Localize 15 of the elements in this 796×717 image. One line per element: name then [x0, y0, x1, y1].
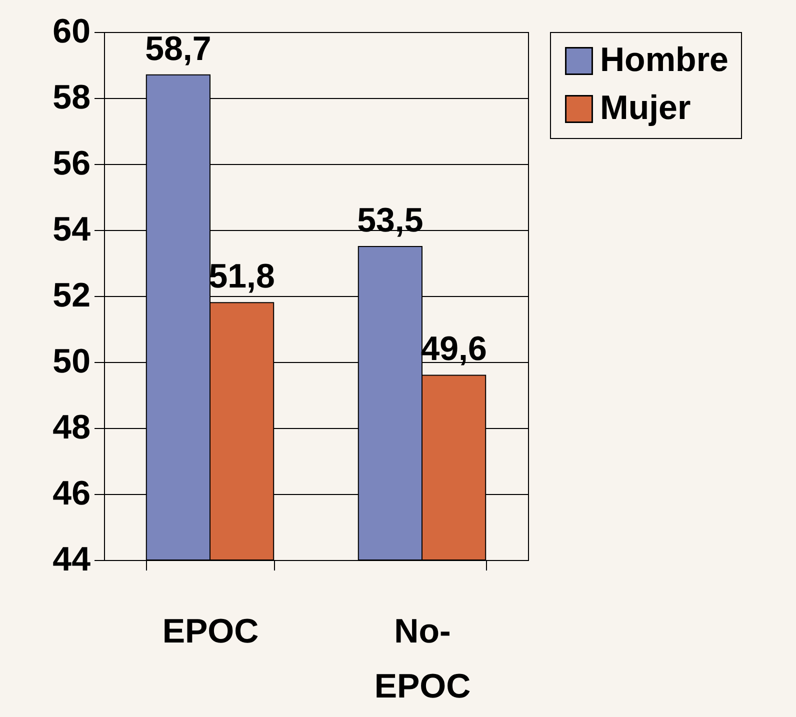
y-tick-label: 54: [52, 210, 91, 248]
legend-label: Mujer: [600, 89, 691, 127]
data-label: 58,7: [145, 30, 212, 68]
y-tick-label: 56: [52, 144, 90, 182]
x-tick-label: EPOC: [162, 612, 259, 650]
y-tick-label: 50: [52, 342, 90, 380]
y-tick-label: 48: [52, 408, 90, 446]
legend-label: Hombre: [600, 41, 728, 79]
y-tick-label: 60: [52, 12, 90, 50]
y-tick-label: 58: [52, 78, 90, 116]
y-tick-label: 46: [52, 474, 90, 512]
x-tick-label: No-EPOC: [374, 612, 471, 706]
y-tick-label: 44: [52, 540, 91, 578]
y-tick-label: 52: [52, 276, 90, 314]
data-label: 51,8: [208, 258, 275, 296]
